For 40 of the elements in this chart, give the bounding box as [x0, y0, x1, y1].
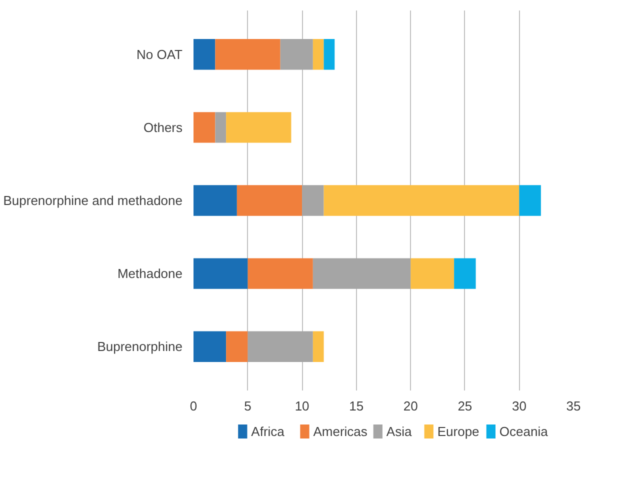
y-tick-label: Methadone	[117, 266, 183, 282]
bar	[519, 185, 541, 216]
y-tick-label: No OAT	[136, 46, 183, 62]
bar	[226, 112, 292, 143]
x-tick-label: 35	[566, 398, 581, 414]
bar	[312, 258, 411, 289]
x-tick-label: 30	[512, 398, 526, 414]
legend-label: Asia	[386, 424, 412, 439]
bar	[215, 39, 280, 70]
bar	[226, 331, 248, 362]
bar	[324, 39, 335, 70]
bar	[194, 185, 237, 216]
bar	[410, 258, 454, 289]
bar	[194, 258, 248, 289]
bar	[248, 258, 313, 289]
x-tick-label: 5	[244, 398, 252, 414]
bar	[280, 39, 313, 70]
bar	[312, 331, 324, 362]
bar	[248, 331, 313, 362]
x-tick-label: 25	[458, 398, 472, 414]
legend-label: Africa	[251, 424, 286, 439]
y-tick-label: Buprenorphine	[97, 339, 183, 354]
bar	[454, 258, 476, 289]
legend-label: Americas	[313, 424, 368, 439]
x-tick-label: 10	[294, 398, 310, 414]
y-tick-label: Others	[143, 120, 183, 135]
bar	[236, 185, 302, 216]
x-tick-label: 0	[190, 398, 198, 414]
legend-label: Europe	[437, 424, 480, 439]
bar	[194, 331, 226, 362]
y-tick-label: Buprenorphine and methadone	[3, 193, 183, 208]
bar	[312, 39, 324, 70]
x-tick-label: 20	[403, 398, 418, 414]
legend-label: Oceania	[499, 424, 549, 439]
bar	[302, 185, 324, 216]
bar	[194, 39, 216, 70]
bar	[215, 112, 226, 143]
bar	[324, 185, 520, 216]
x-tick-label: 15	[349, 398, 364, 414]
bar	[194, 112, 216, 143]
